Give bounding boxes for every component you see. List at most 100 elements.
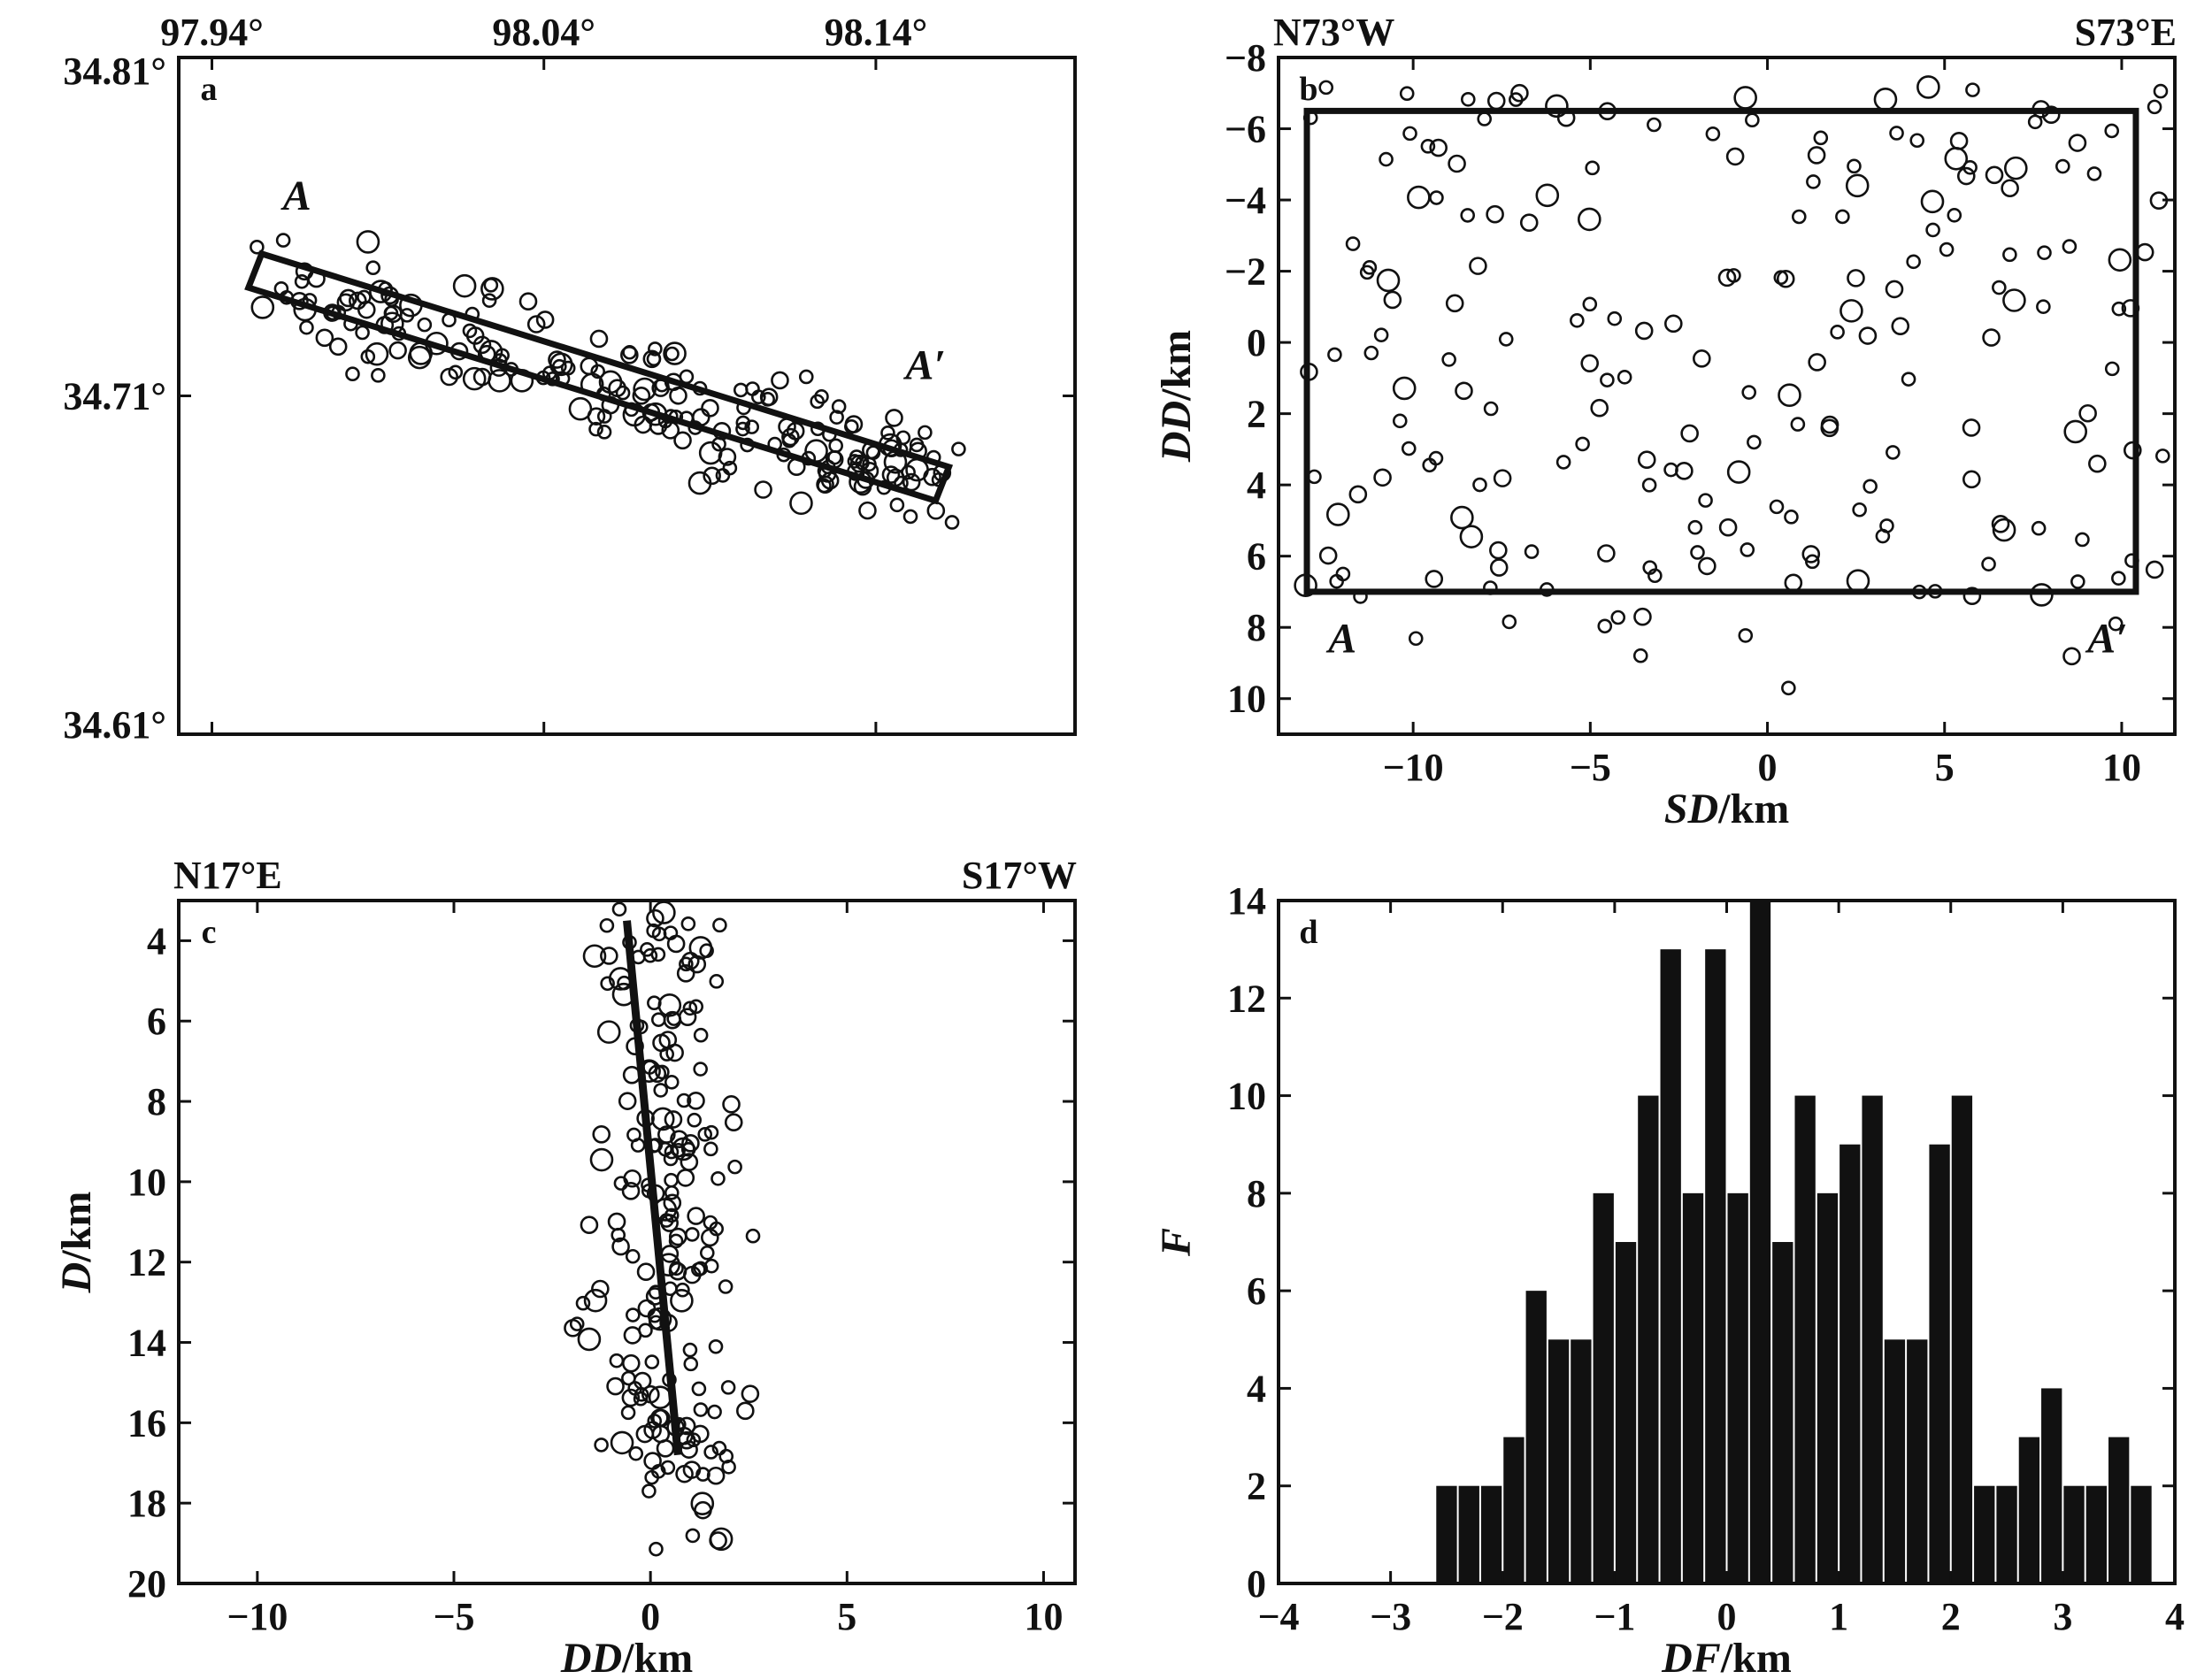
earthquake-marker: [703, 466, 721, 486]
earthquake-marker: [687, 1091, 705, 1110]
earthquake-marker: [1590, 398, 1609, 418]
earthquake-marker: [1633, 607, 1652, 626]
earthquake-marker: [1539, 582, 1555, 597]
earthquake-marker: [862, 441, 880, 460]
y-tick-label: 16: [127, 1401, 166, 1445]
direction-label-right: S73°E: [2075, 11, 2177, 54]
earthquake-marker: [701, 399, 719, 418]
earthquake-marker: [810, 421, 826, 437]
earthquake-marker: [1376, 268, 1401, 293]
plot-frame-a: [177, 56, 1077, 736]
earthquake-marker: [1348, 485, 1368, 504]
earthquake-marker: [822, 426, 837, 442]
earthquake-marker: [776, 447, 792, 463]
earthquake-marker: [2070, 574, 2085, 589]
earthquake-marker: [2037, 245, 2052, 260]
x-tick-label: 5: [837, 1595, 856, 1638]
earthquake-marker: [682, 1342, 698, 1358]
y-tick-label: 14: [127, 1322, 166, 1365]
earthquake-marker: [708, 1338, 724, 1354]
earthquake-marker: [650, 1107, 675, 1131]
earthquake-marker: [1693, 349, 1711, 368]
earthquake-marker: [2078, 403, 2097, 423]
plot-frame-b: [1277, 56, 2177, 736]
earthquake-marker: [661, 421, 680, 440]
earthquake-marker: [697, 1127, 713, 1142]
earthquake-marker: [328, 337, 348, 356]
earthquake-marker: [671, 1142, 686, 1158]
earthquake-marker: [620, 346, 639, 364]
earthquake-marker: [621, 1388, 641, 1407]
earthquake-marker: [503, 362, 519, 377]
x-axis-label: DD/km: [560, 1635, 693, 1679]
earthquake-marker: [2063, 419, 2088, 444]
earthquake-marker: [1570, 313, 1585, 328]
earthquake-marker: [589, 1147, 614, 1172]
earthquake-marker: [1383, 290, 1402, 310]
earthquake-marker: [712, 422, 732, 441]
earthquake-marker: [1617, 370, 1632, 385]
earthquake-marker: [691, 408, 710, 426]
earthquake-marker: [781, 427, 800, 447]
earthquake-marker: [449, 341, 469, 361]
earthquake-marker: [355, 325, 370, 341]
x-axis-label: SD/km: [1664, 786, 1789, 832]
earthquake-marker: [483, 278, 499, 293]
panel-c: −10 −5 0 5 10 4 6 8 10 12 14 16 18 20 c N17°E S17°W DD/km…: [53, 854, 1077, 1679]
earthquake-marker: [694, 1500, 712, 1520]
earthquake-marker: [1524, 544, 1540, 559]
earthquake-marker: [923, 467, 941, 487]
earthquake-marker: [1472, 477, 1487, 493]
y-axis-label: F: [1153, 1228, 1200, 1257]
earthquake-marker: [2032, 100, 2051, 119]
earthquake-marker: [1597, 544, 1616, 563]
earthquake-marker: [885, 409, 903, 427]
earthquake-marker: [1738, 628, 1754, 643]
earthquake-marker: [1875, 528, 1891, 544]
histogram-bar: [1996, 1485, 2017, 1583]
earthquake-marker: [2104, 361, 2120, 377]
earthquake-marker: [2001, 179, 2019, 198]
x-tick-label: 10: [2102, 746, 2141, 789]
earthquake-marker: [1477, 111, 1492, 126]
earthquake-marker: [1992, 518, 2016, 542]
x-tick-label: 3: [2053, 1595, 2072, 1638]
earthquake-marker: [647, 995, 662, 1011]
earthquake-marker: [676, 1092, 692, 1108]
earthquake-marker: [760, 392, 775, 407]
earthquake-marker: [1455, 381, 1473, 401]
earthquake-marker: [294, 273, 310, 289]
earthquake-marker: [1600, 372, 1615, 387]
earthquake-marker: [676, 1169, 695, 1187]
earthquake-marker: [2075, 532, 2090, 548]
earthquake-marker: [676, 964, 695, 983]
earthquake-marker: [688, 936, 713, 960]
earthquake-marker: [299, 319, 314, 335]
earthquake-marker: [664, 1110, 683, 1129]
earthquake-marker: [618, 1092, 637, 1110]
earthquake-marker: [660, 1460, 676, 1476]
earthquake-marker: [933, 464, 952, 482]
earthquake-marker: [620, 1405, 636, 1421]
x-tick-label: 97.94°: [160, 11, 264, 54]
earthquake-marker: [651, 379, 670, 397]
earthquake-marker: [735, 421, 750, 437]
earthquake-marker: [606, 1376, 625, 1396]
earthquake-marker: [656, 1439, 675, 1458]
earthquake-marker: [634, 415, 653, 434]
earthquake-marker: [1598, 102, 1617, 121]
earthquake-marker: [649, 1541, 664, 1557]
earthquake-marker: [754, 480, 772, 499]
earthquake-marker: [722, 460, 738, 476]
earthquake-marker: [665, 1043, 684, 1062]
earthquake-marker: [1835, 209, 1850, 225]
earthquake-marker: [710, 1170, 726, 1186]
panel-a: 97.94° 98.04° 98.14° 34.81° 34.71° 34.61° a A A′: [63, 11, 1077, 747]
earthquake-marker: [462, 366, 487, 391]
y-tick-label: 6: [1247, 535, 1266, 579]
earthquake-marker: [343, 316, 358, 332]
earthquake-marker: [1607, 310, 1623, 326]
earthquake-marker: [1717, 268, 1737, 288]
earthquake-marker: [633, 377, 657, 402]
earthquake-marker: [1632, 648, 1648, 663]
